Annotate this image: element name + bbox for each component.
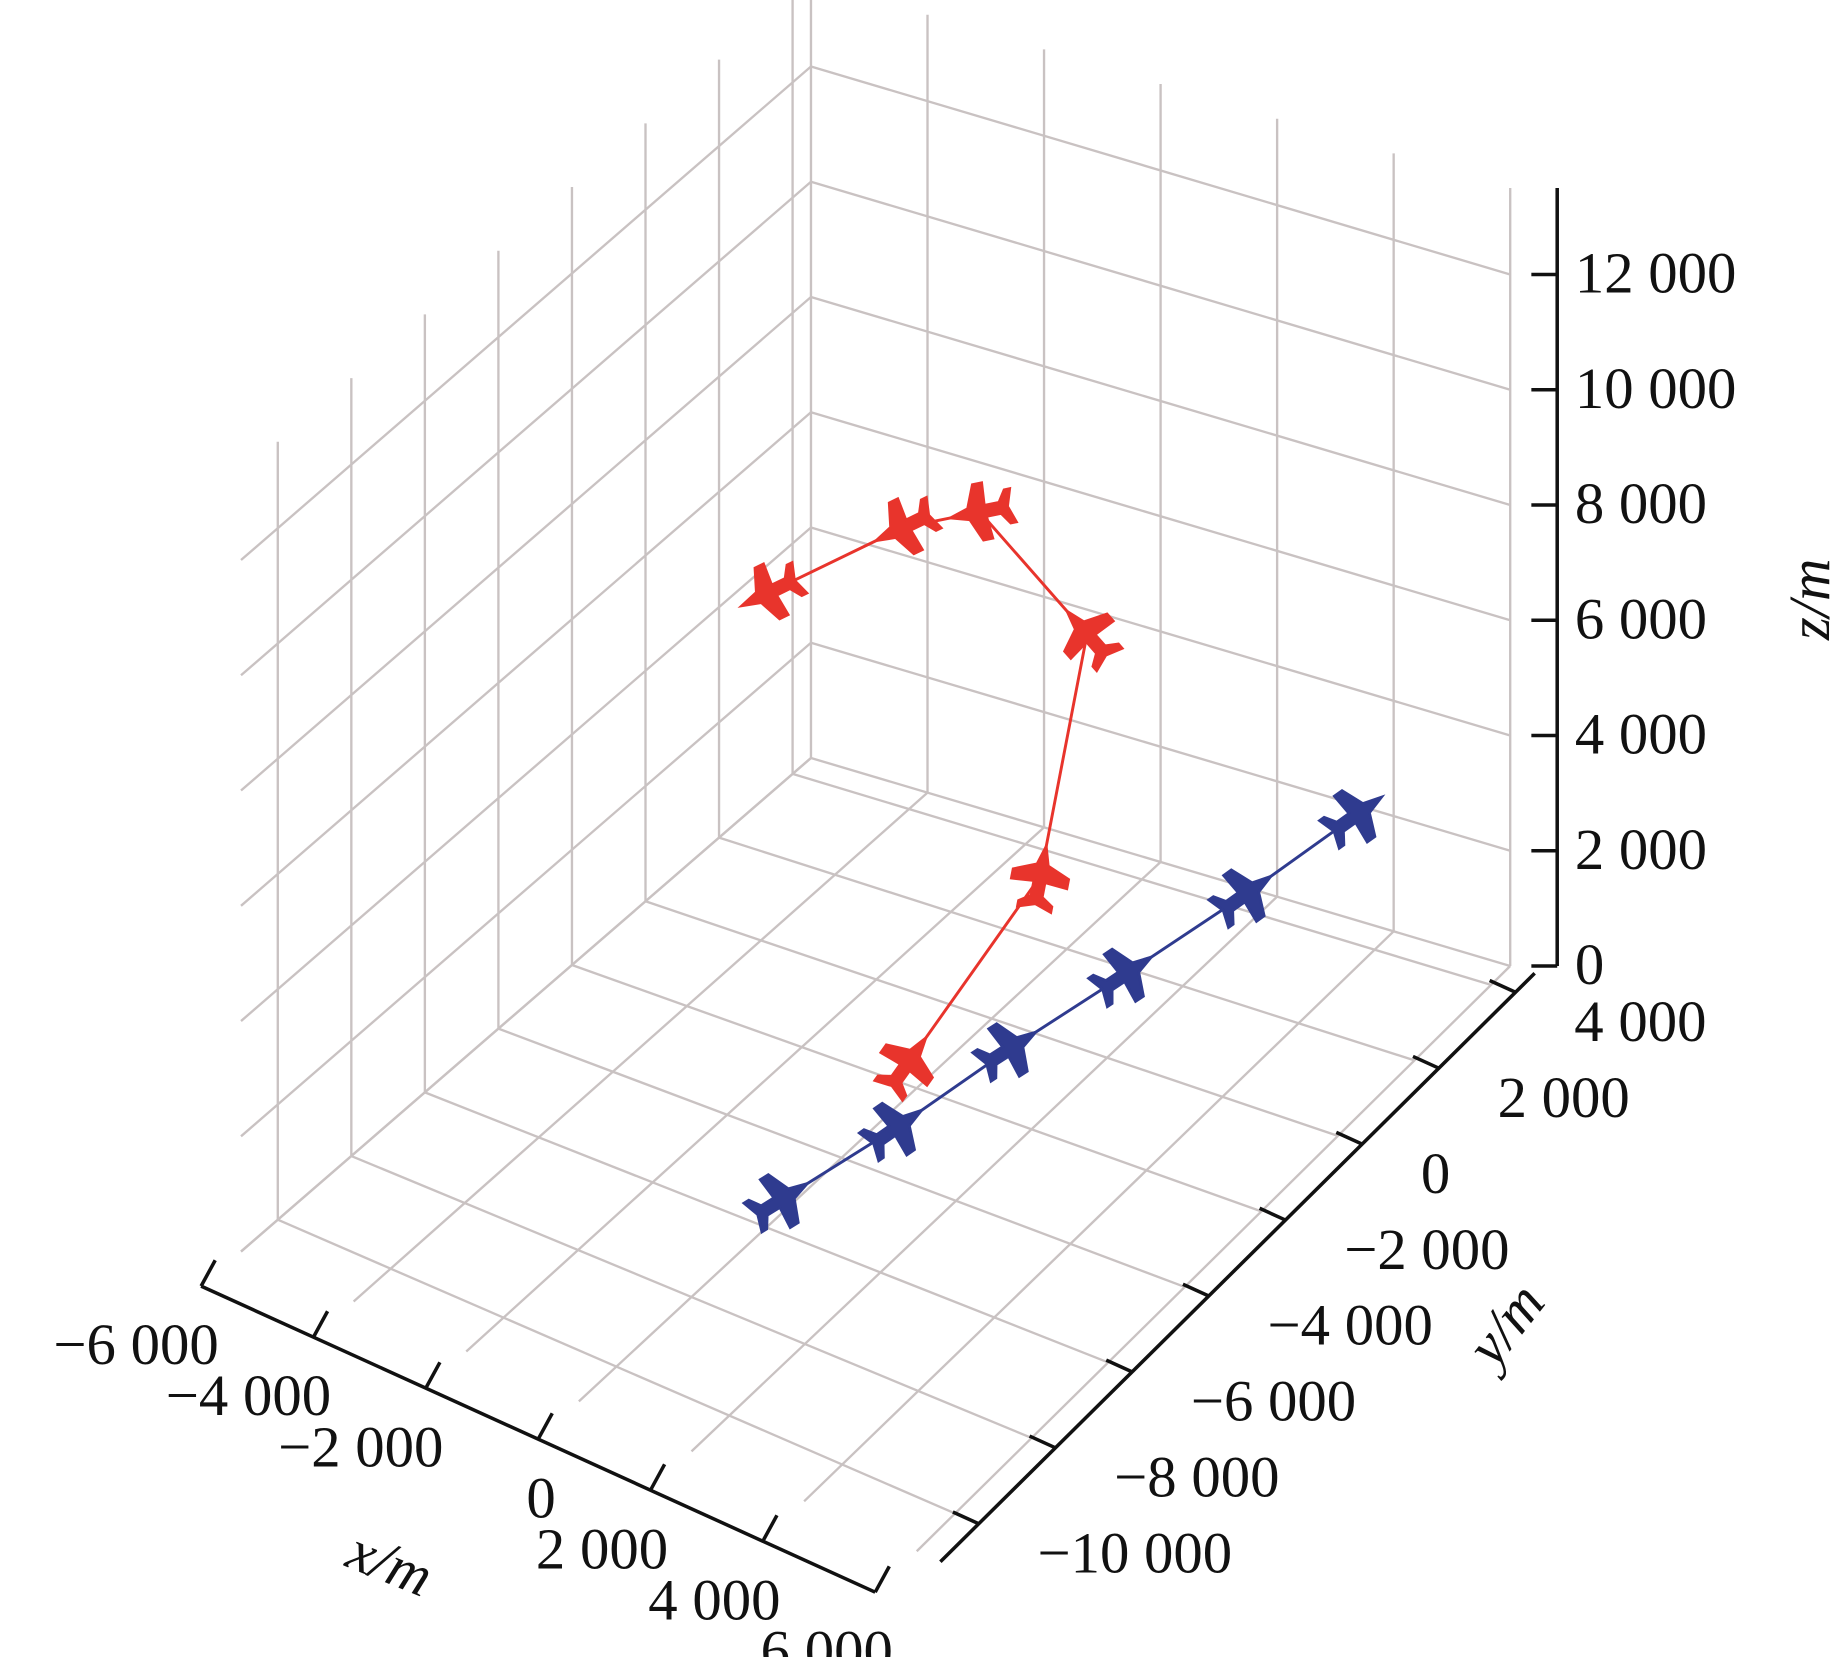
y-axis-line — [939, 972, 1536, 1563]
grid-line — [240, 411, 812, 907]
aircraft — [945, 481, 1019, 542]
z-tick-label: 0 — [1575, 932, 1604, 997]
grid-line — [810, 65, 1511, 276]
y-tick-label: 2 000 — [1498, 1065, 1630, 1130]
grid-line — [352, 791, 929, 1303]
aircraft — [1206, 868, 1275, 930]
grid-line — [465, 826, 1045, 1353]
grid-line — [810, 295, 1511, 507]
grid-line — [810, 756, 1511, 968]
z-tick-label: 6 000 — [1575, 586, 1707, 651]
z-axis-label: z/m — [1777, 559, 1837, 642]
x-tick — [424, 1361, 442, 1389]
x-tick — [873, 1565, 891, 1594]
grid-line — [277, 1218, 956, 1515]
x-tick — [199, 1259, 217, 1287]
y-tick-label: −8 000 — [1114, 1445, 1279, 1510]
z-tick-label: 8 000 — [1575, 471, 1707, 536]
grid-line — [240, 180, 812, 677]
grid-line — [810, 526, 1511, 737]
aircraft — [970, 1022, 1040, 1084]
x-tick — [761, 1514, 779, 1543]
y-tick — [1335, 1130, 1363, 1146]
aircraft — [1062, 607, 1125, 674]
y-tick — [1182, 1282, 1210, 1298]
aircraft — [871, 495, 944, 556]
aircraft — [1009, 841, 1071, 915]
grid-line — [792, 772, 1492, 986]
y-tick-label: −4 000 — [1268, 1293, 1433, 1358]
grid-line — [571, 963, 1262, 1213]
grid-line — [240, 65, 812, 561]
y-tick — [1028, 1434, 1057, 1450]
grid-line — [690, 895, 1278, 1453]
z-tick-label: 12 000 — [1575, 241, 1737, 306]
grid-line — [240, 641, 812, 1138]
grid-line — [810, 180, 1511, 391]
y-tick-label: −10 000 — [1037, 1520, 1232, 1585]
aircraft — [737, 560, 810, 621]
x-tick-label: −2 000 — [278, 1414, 443, 1479]
grid-line — [240, 526, 812, 1022]
z-tick-label: 10 000 — [1575, 356, 1737, 421]
x-tick-label: 4 000 — [648, 1567, 780, 1632]
x-tick — [648, 1463, 667, 1492]
grid-line — [915, 965, 1512, 1553]
grid-line — [350, 1154, 1033, 1440]
z-tick-label: 2 000 — [1575, 817, 1707, 882]
aircraft — [872, 1034, 935, 1103]
y-tick — [1105, 1358, 1133, 1374]
grid-line — [810, 641, 1511, 852]
grid-line — [645, 900, 1339, 1138]
aircraft — [741, 1172, 812, 1235]
z-tick-label: 4 000 — [1575, 702, 1707, 767]
y-tick — [1258, 1206, 1287, 1222]
y-tick-label: 0 — [1421, 1141, 1450, 1206]
y-tick-label: −6 000 — [1191, 1369, 1356, 1434]
y-tick — [1488, 978, 1517, 994]
grid-line — [240, 296, 812, 792]
grid-line — [803, 930, 1395, 1503]
x-tick-label: 2 000 — [536, 1516, 668, 1581]
x-tick-label: −4 000 — [166, 1363, 331, 1428]
x-tick-label: −6 000 — [53, 1312, 218, 1377]
aircraft — [856, 1101, 926, 1164]
y-tick-label: −2 000 — [1344, 1217, 1509, 1282]
x-tick-label: 6 000 — [761, 1618, 893, 1657]
x-axis-label: x/m — [338, 1517, 442, 1609]
y-tick — [952, 1510, 980, 1526]
grid-line — [718, 836, 1415, 1062]
x-tick — [536, 1412, 554, 1441]
grid-line — [497, 1027, 1186, 1289]
y-tick-label: 4 000 — [1574, 989, 1706, 1054]
y-tick — [1412, 1054, 1440, 1070]
x-tick-label: 0 — [526, 1465, 555, 1530]
y-axis-label: y/m — [1451, 1271, 1558, 1382]
aircraft — [1317, 788, 1386, 851]
grid-line — [810, 411, 1511, 622]
x-tick — [311, 1310, 330, 1338]
aircraft — [1086, 947, 1156, 1009]
grid-line — [240, 757, 812, 1253]
